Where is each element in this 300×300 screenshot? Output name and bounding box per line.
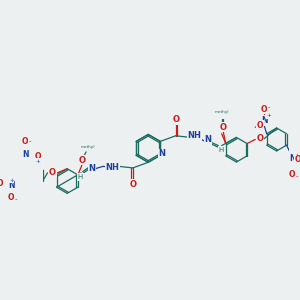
Text: +: + [9,178,14,183]
Text: H: H [78,174,83,180]
Text: O: O [34,152,41,161]
Text: O: O [295,155,300,164]
Text: N: N [22,150,28,159]
Text: O: O [289,170,296,179]
Text: +: + [295,153,300,158]
Text: NH: NH [188,131,202,140]
Text: NH: NH [105,164,119,172]
Text: methyl: methyl [214,110,229,114]
Text: O: O [8,193,15,202]
Text: O: O [220,123,227,132]
Text: N: N [8,181,15,190]
Text: -: - [29,139,32,145]
Text: -: - [296,173,298,179]
Text: N: N [88,164,95,173]
Text: O: O [257,121,263,130]
Text: +: + [267,113,272,118]
Text: methyl: methyl [80,145,95,149]
Text: N: N [204,135,211,144]
Text: +: + [35,159,40,164]
Text: N: N [289,154,296,163]
Text: O: O [129,180,136,189]
Text: -: - [15,196,17,202]
Text: O: O [218,123,225,132]
Text: O: O [49,168,56,177]
Text: O: O [257,134,264,143]
Text: H: H [218,147,224,153]
Text: O: O [79,156,86,165]
Text: O: O [22,137,28,146]
Text: N: N [261,116,268,125]
Text: -: - [268,104,270,110]
Text: N: N [158,149,166,158]
Text: O: O [172,115,179,124]
Text: O: O [0,179,3,188]
Text: O: O [261,105,268,114]
